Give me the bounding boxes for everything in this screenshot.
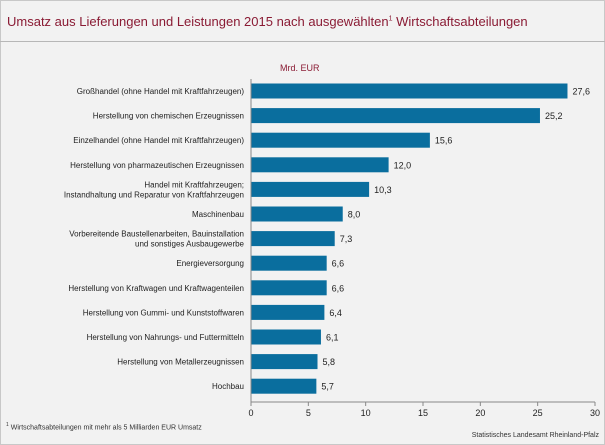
value-label: 5,7 [321, 382, 334, 392]
bar [251, 280, 327, 296]
bar [251, 231, 335, 247]
category-label: Instandhaltung und Reparatur von Kraftfa… [64, 190, 244, 199]
x-tick-label: 20 [475, 408, 485, 418]
x-tick-label: 0 [248, 408, 253, 418]
category-label: Herstellung von Metallerzeugnissen [117, 358, 244, 367]
bar [251, 304, 325, 320]
category-label: Einzelhandel (ohne Handel mit Kraftfahrz… [73, 136, 244, 145]
category-label: Herstellung von Kraftwagen und Kraftwage… [68, 284, 244, 293]
value-label: 6,6 [332, 283, 345, 293]
bar [251, 181, 370, 197]
bar [251, 255, 327, 271]
title-footnote-marker: 1 [388, 15, 393, 23]
x-tick-label: 25 [533, 408, 543, 418]
category-label: Maschinenbau [192, 210, 244, 219]
value-label: 5,8 [323, 357, 336, 367]
value-label: 7,3 [340, 234, 353, 244]
category-label: Großhandel (ohne Handel mit Kraftfahrzeu… [77, 87, 245, 96]
bar [251, 354, 318, 370]
value-label: 6,6 [332, 259, 345, 269]
category-label: Herstellung von chemischen Erzeugnissen [93, 112, 244, 121]
bar [251, 83, 568, 99]
value-label: 10,3 [374, 185, 392, 195]
value-label: 25,2 [545, 111, 563, 121]
category-label: Herstellung von Nahrungs- und Futtermitt… [87, 333, 244, 342]
chart-title: Umsatz aus Lieferungen und Leistungen 20… [7, 14, 528, 29]
title-divider [0, 41, 605, 42]
x-tick-label: 10 [361, 408, 371, 418]
value-label: 12,0 [394, 160, 412, 170]
category-label: Energieversorgung [176, 259, 244, 268]
source-note: Statistisches Landesamt Rheinland-Pfalz [471, 432, 599, 439]
x-tick-label: 15 [418, 408, 428, 418]
bar [251, 157, 389, 173]
category-label: und sonstiges Ausbaugewerbe [135, 240, 245, 249]
category-label: Vorbereitende Baustellenarbeiten, Bauins… [69, 230, 244, 239]
bar [251, 378, 317, 394]
category-label: Herstellung von pharmazeutischen Erzeugn… [70, 161, 244, 170]
value-label: 8,0 [348, 210, 361, 220]
value-label: 15,6 [435, 136, 453, 146]
bar [251, 132, 430, 148]
value-label: 27,6 [572, 87, 590, 97]
x-tick-label: 5 [306, 408, 311, 418]
category-label: Hochbau [212, 382, 244, 391]
bar [251, 206, 343, 222]
category-label: Handel mit Kraftfahrzeugen; [144, 180, 244, 189]
value-label: 6,1 [326, 333, 339, 343]
bar [251, 108, 540, 124]
category-label: Herstellung von Gummi- und Kunststoffwar… [83, 308, 244, 317]
unit-label: Mrd. EUR [280, 63, 320, 73]
bar [251, 329, 321, 345]
value-label: 6,4 [329, 308, 342, 318]
x-tick-label: 30 [590, 408, 600, 418]
footnote: 1 Wirtschaftsabteilungen mit mehr als 5 … [6, 422, 202, 432]
